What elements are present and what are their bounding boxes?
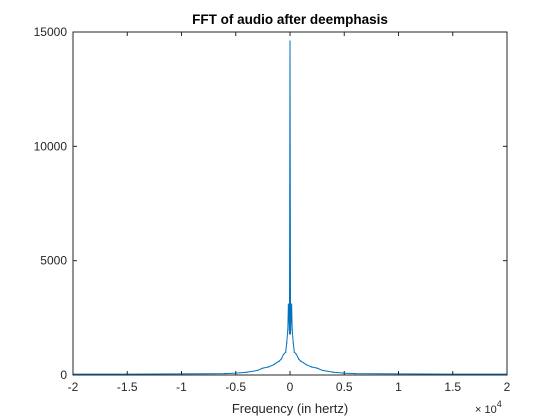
data-point	[295, 353, 298, 356]
data-point	[246, 371, 248, 373]
data-point	[278, 360, 280, 362]
data-point	[290, 317, 292, 319]
x-tick-label: -1	[176, 380, 187, 394]
data-point	[285, 351, 287, 353]
data-point	[298, 358, 300, 360]
data-point	[332, 371, 334, 373]
x-tick-label: 2	[504, 380, 511, 394]
y-axis: 0 5000 10000 15000	[34, 25, 507, 382]
data-point	[287, 328, 289, 330]
x-axis-label: Frequency (in hertz)	[232, 401, 348, 416]
data-point	[287, 303, 289, 305]
y-tick-label: 10000	[34, 139, 68, 153]
x-tick-label: 0	[287, 380, 294, 394]
data-point	[302, 361, 304, 364]
data-point	[316, 367, 318, 369]
data-point	[286, 342, 288, 344]
x-exponent-base: × 10	[475, 404, 497, 416]
data-point	[293, 351, 295, 353]
data-point	[282, 353, 285, 356]
x-tick-label: 0.5	[336, 380, 353, 394]
data-point	[288, 317, 290, 319]
x-axis-exponent: × 104	[475, 399, 502, 416]
y-tick-label: 15000	[34, 25, 68, 39]
y-tick-label: 5000	[40, 254, 67, 268]
data-point	[354, 373, 356, 375]
data-point	[262, 367, 264, 369]
x-exponent-power: 4	[497, 399, 502, 409]
data-point	[289, 40, 291, 42]
x-axis: -2 -1.5 -1 -0.5 0 0.5 1 1.5 2	[68, 32, 511, 394]
x-tick-label: -0.5	[225, 380, 246, 394]
data-point	[292, 342, 294, 344]
chart-title: FFT of audio after deemphasis	[192, 12, 388, 27]
x-tick-label: -1.5	[117, 380, 138, 394]
x-tick-label: -2	[68, 380, 79, 394]
data-point	[276, 361, 278, 364]
data-point	[291, 303, 293, 305]
x-tick-label: 1	[395, 380, 402, 394]
y-tick-label: 0	[60, 368, 67, 382]
data-point	[288, 333, 291, 335]
data-point	[311, 366, 313, 368]
data-point	[280, 358, 282, 360]
data-point	[289, 333, 292, 335]
data-point	[256, 369, 259, 372]
data-point	[224, 373, 226, 375]
x-tick-label: 1.5	[444, 380, 461, 394]
data-point	[267, 366, 269, 368]
data-point	[305, 364, 307, 366]
data-point	[300, 360, 302, 362]
data-point	[273, 364, 275, 366]
data-point	[291, 328, 293, 330]
data-point	[321, 369, 324, 372]
